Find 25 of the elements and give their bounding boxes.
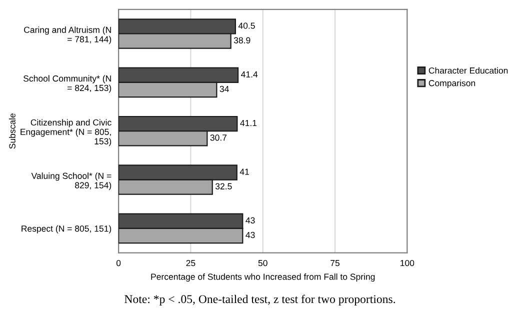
- legend-label: Comparison: [428, 80, 476, 88]
- data-label: 38.9: [234, 37, 250, 44]
- y-axis-title: Subscale: [8, 113, 16, 149]
- x-axis-title: Percentage of Students who Increased from Fall to Spring: [151, 273, 375, 282]
- x-tick-label: 50: [258, 260, 268, 266]
- data-label: 40.5: [238, 22, 255, 29]
- y-tick-label: Respect (N = 805, 151): [22, 225, 112, 234]
- data-label: 32.5: [215, 183, 232, 190]
- data-label: 43: [246, 217, 255, 224]
- data-label: 41.1: [240, 120, 257, 126]
- x-tick-label: 100: [400, 260, 414, 266]
- y-tick-label: Caring and Altruism (N = 781, 144): [24, 26, 112, 44]
- text: Note: *p < .05, One-tailed test, z test for two proportions.: [124, 294, 396, 306]
- x-tick-label: 0: [116, 260, 121, 266]
- x-tick-label: 75: [330, 260, 340, 266]
- y-tick-label: School Community* (N = 824, 153): [24, 75, 112, 93]
- x-tick-label: 25: [186, 260, 196, 266]
- data-label: 41.4: [241, 71, 258, 78]
- legend-label: Character Education: [428, 67, 508, 74]
- data-label: 34: [220, 86, 229, 92]
- data-label: 30.7: [210, 134, 227, 141]
- data-label: 43: [246, 232, 255, 238]
- y-tick-label: Valuing School* (N = 829, 154): [31, 172, 112, 190]
- data-label: 41: [240, 168, 249, 175]
- y-tick-label: Citizenship and Civic Engagement* (N = 805, 153): [20, 119, 112, 146]
